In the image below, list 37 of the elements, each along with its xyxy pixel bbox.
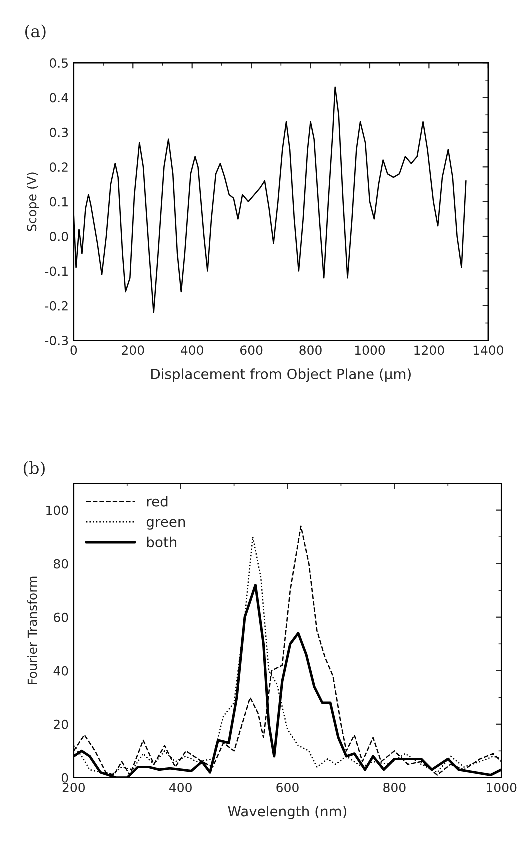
x-tick-label: 800 (384, 783, 406, 792)
x-tick-label: 800 (300, 346, 322, 356)
legend-label: red (147, 496, 168, 507)
y-tick-label: -0.3 (45, 336, 68, 346)
legend-label: green (146, 519, 186, 530)
x-tick-label: 1400 (474, 346, 504, 356)
text: (a) (26, 24, 46, 40)
x-axis-title: Displacement from Object Plane (µm) (152, 368, 411, 382)
text: (b) (24, 462, 45, 477)
y-tick-label: 0 (62, 773, 68, 783)
y-tick-label: -0.1 (45, 266, 68, 276)
legend-label: both (147, 536, 177, 548)
x-axis-title: Wavelength (nm) (228, 806, 347, 820)
x-tick-label: 200 (122, 346, 144, 356)
y-tick-label: 80 (54, 559, 68, 569)
x-tick-label: 600 (276, 783, 299, 792)
y-tick-label: 0.0 (50, 232, 68, 242)
y-tick-label: 40 (54, 666, 68, 676)
y-axis-title: Scope (V) (27, 172, 40, 232)
x-tick-label: 600 (240, 346, 263, 356)
y-tick-label: 60 (54, 612, 68, 622)
y-axis-title: Fourier Transform (28, 576, 38, 684)
y-tick-label: 0.5 (50, 58, 68, 68)
x-tick-label: 0 (70, 346, 78, 356)
y-tick-label: 100 (46, 506, 68, 516)
y-tick-label: 0.1 (50, 197, 68, 207)
x-tick-label: 400 (181, 346, 204, 356)
y-tick-label: 20 (54, 720, 68, 730)
y-tick-label: 0.4 (50, 93, 68, 103)
x-tick-label: 1000 (487, 783, 517, 792)
x-tick-label: 1000 (355, 346, 386, 356)
y-tick-label: -0.2 (45, 301, 68, 311)
y-tick-label: 0.2 (50, 162, 68, 172)
x-tick-label: 400 (170, 783, 192, 792)
y-tick-label: 0.3 (50, 128, 68, 138)
x-tick-label: 1200 (414, 346, 444, 356)
x-tick-label: 200 (62, 783, 86, 792)
